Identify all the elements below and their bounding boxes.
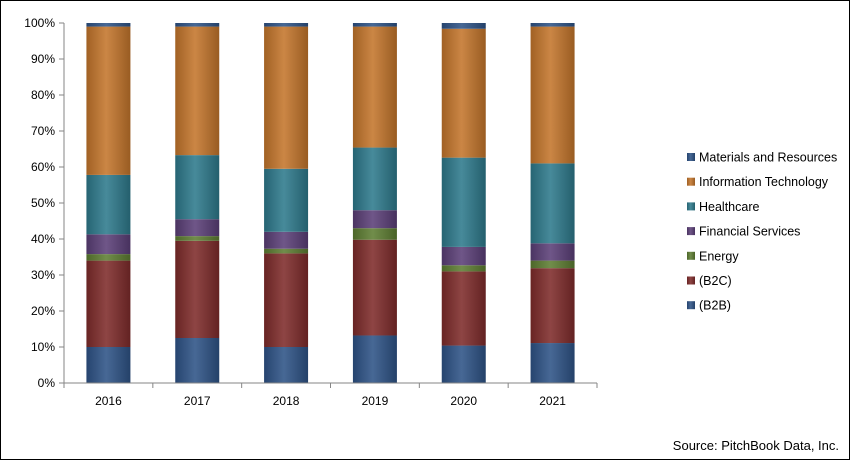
y-tick-label: 70% bbox=[31, 124, 55, 138]
legend-item: Materials and Resources bbox=[687, 151, 837, 165]
y-tick-label: 40% bbox=[31, 232, 55, 246]
bar-segment-2021-information-technology bbox=[530, 26, 575, 164]
x-tick-label: 2021 bbox=[539, 394, 566, 408]
bar-segment-2016-healthcare bbox=[86, 174, 131, 235]
bar-segment-2018-information-technology bbox=[264, 26, 309, 169]
x-tick-label: 2017 bbox=[184, 394, 211, 408]
y-tick-label: 60% bbox=[31, 160, 55, 174]
bar-segment-2019-materials-and-resources bbox=[352, 23, 397, 27]
bar-segment-2018-energy bbox=[264, 248, 309, 254]
bar-segment-2020-b2c bbox=[441, 271, 486, 346]
bar-segment-2020-healthcare bbox=[441, 157, 486, 247]
bar-segment-2019-b2c bbox=[352, 239, 397, 336]
legend-label: (B2B) bbox=[699, 299, 731, 313]
bar-segment-2020-energy bbox=[441, 265, 486, 272]
bar-segment-2017-healthcare bbox=[175, 155, 220, 220]
x-tick-label: 2018 bbox=[273, 394, 300, 408]
legend-swatch bbox=[687, 153, 695, 161]
bar-segment-2018-healthcare bbox=[264, 168, 309, 232]
bar-segment-2016-energy bbox=[86, 254, 131, 261]
bar-segment-2020-b2b bbox=[441, 345, 486, 383]
bar-segment-2021-energy bbox=[530, 260, 575, 269]
bar-segment-2019-energy bbox=[352, 228, 397, 240]
legend-label: Information Technology bbox=[699, 175, 829, 189]
legend-item: Information Technology bbox=[687, 175, 829, 189]
bar-segment-2019-b2b bbox=[352, 335, 397, 383]
bar-segment-2020-information-technology bbox=[441, 28, 486, 158]
bar-segment-2016-b2b bbox=[86, 347, 131, 383]
bar-segment-2018-b2b bbox=[264, 347, 309, 383]
bar-segment-2018-b2c bbox=[264, 253, 309, 347]
bar-segment-2016-materials-and-resources bbox=[86, 23, 131, 27]
legend-swatch bbox=[687, 251, 695, 260]
bar-segment-2021-healthcare bbox=[530, 163, 575, 244]
legend-item: Energy bbox=[687, 249, 739, 263]
y-tick-label: 90% bbox=[31, 52, 55, 66]
bar-segment-2019-healthcare bbox=[352, 147, 397, 211]
legend-swatch bbox=[687, 301, 695, 310]
bar-segment-2019-financial-services bbox=[352, 210, 397, 229]
bar-segment-2017-information-technology bbox=[175, 26, 220, 156]
bar-segment-2017-energy bbox=[175, 236, 220, 241]
bar-segment-2021-b2c bbox=[530, 268, 575, 344]
legend-item: Financial Services bbox=[687, 225, 800, 239]
x-tick-label: 2016 bbox=[95, 394, 122, 408]
bars-layer bbox=[86, 23, 575, 383]
legend-item: (B2C) bbox=[687, 274, 732, 288]
bar-segment-2017-materials-and-resources bbox=[175, 23, 220, 27]
legend-label: Energy bbox=[699, 249, 739, 263]
legend-item: (B2B) bbox=[687, 299, 731, 313]
bar-segment-2019-information-technology bbox=[352, 26, 397, 148]
legend-swatch bbox=[687, 202, 695, 211]
legend-swatch bbox=[687, 276, 695, 285]
legend-label: Healthcare bbox=[699, 200, 759, 214]
tick-labels: 0% 10% 20% 30% 40% 50% 60% 70% 80% 90% 100% 2016 201… bbox=[24, 16, 566, 408]
bar-segment-2021-materials-and-resources bbox=[530, 23, 575, 27]
bar-segment-2016-b2c bbox=[86, 260, 131, 347]
bar-segment-2018-materials-and-resources bbox=[264, 23, 309, 27]
legend-label: Materials and Resources bbox=[699, 151, 837, 165]
bar-segment-2018-financial-services bbox=[264, 231, 309, 249]
legend-swatch bbox=[687, 177, 695, 186]
y-tick-label: 80% bbox=[31, 88, 55, 102]
x-tick-label: 2020 bbox=[450, 394, 477, 408]
y-tick-label: 50% bbox=[31, 196, 55, 210]
bar-segment-2020-financial-services bbox=[441, 246, 486, 266]
bar-segment-2016-information-technology bbox=[86, 26, 131, 175]
legend-label: Financial Services bbox=[699, 225, 800, 239]
bar-segment-2021-financial-services bbox=[530, 243, 575, 261]
axes-layer bbox=[59, 22, 598, 388]
bar-segment-2020-materials-and-resources bbox=[441, 23, 486, 29]
bar-segment-2017-financial-services bbox=[175, 219, 220, 237]
legend-item: Healthcare bbox=[687, 200, 759, 214]
y-tick-label: 20% bbox=[31, 304, 55, 318]
legend-label: (B2C) bbox=[699, 274, 732, 288]
bar-segment-2016-financial-services bbox=[86, 234, 131, 255]
bar-segment-2021-b2b bbox=[530, 343, 575, 383]
y-tick-label: 0% bbox=[38, 376, 56, 390]
x-tick-label: 2019 bbox=[362, 394, 389, 408]
y-tick-label: 100% bbox=[24, 16, 55, 30]
legend: Materials and Resources Information Techn… bbox=[687, 151, 837, 313]
source-note: Source: PitchBook Data, Inc. bbox=[672, 438, 839, 453]
bar-segment-2017-b2c bbox=[175, 240, 220, 338]
legend-swatch bbox=[687, 227, 695, 236]
y-tick-label: 10% bbox=[31, 340, 55, 354]
y-tick-label: 30% bbox=[31, 268, 55, 282]
bar-segment-2017-b2b bbox=[175, 338, 220, 383]
